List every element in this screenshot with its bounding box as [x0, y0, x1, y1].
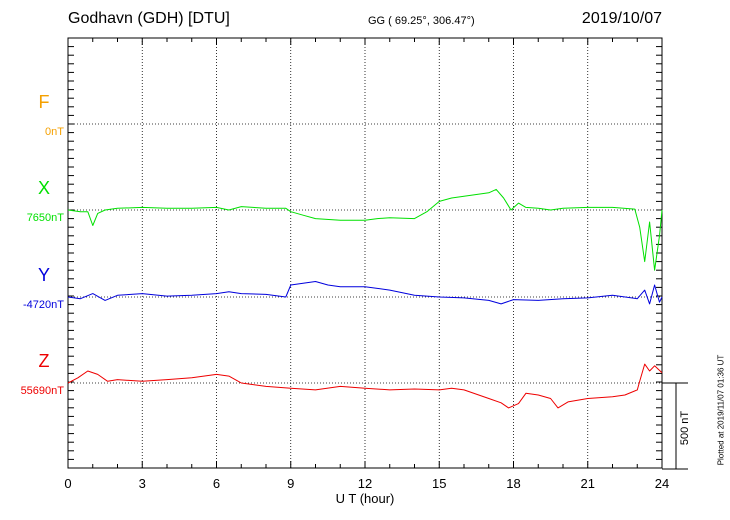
x-tick-label: 24: [654, 476, 670, 491]
series-line-z: [67, 363, 663, 409]
station-title: Godhavn (GDH) [DTU]: [68, 10, 230, 27]
baseline-value-f: 0nT: [45, 126, 64, 138]
x-tick-label: 21: [580, 476, 595, 491]
tick-marks: [67, 38, 663, 469]
x-tick-label: 6: [212, 476, 221, 491]
plot-date: 2019/10/07: [581, 10, 662, 27]
baseline-value-y: -4720nT: [23, 299, 64, 311]
component-label-f: F: [38, 92, 50, 112]
x-axis-label: U T (hour): [335, 491, 395, 506]
x-tick-label: 18: [506, 476, 521, 491]
scale-bar-label: 500 nT: [679, 410, 691, 446]
component-label-y: Y: [37, 265, 50, 285]
station-coordinates: GG ( 69.25°, 306.47°): [368, 15, 475, 27]
component-label-x: X: [37, 178, 50, 198]
plotted-timestamp: Plotted at 2019/11/07 01:36 UT: [716, 354, 726, 466]
series-line-x: [67, 188, 663, 271]
x-tick-label: 3: [138, 476, 146, 491]
scale-bar: [662, 382, 688, 470]
x-tick-label: 12: [357, 476, 373, 491]
x-tick-label: 15: [432, 476, 447, 491]
x-tick-label: 9: [287, 476, 295, 491]
traces: [67, 188, 663, 409]
series-line-y: [67, 281, 663, 305]
plot-frame: [67, 37, 663, 469]
grid: [68, 38, 662, 468]
baseline-value-z: 55690nT: [20, 385, 64, 397]
x-tick-label: 0: [64, 476, 72, 491]
component-label-z: Z: [38, 351, 50, 371]
baseline-value-x: 7650nT: [26, 212, 64, 224]
